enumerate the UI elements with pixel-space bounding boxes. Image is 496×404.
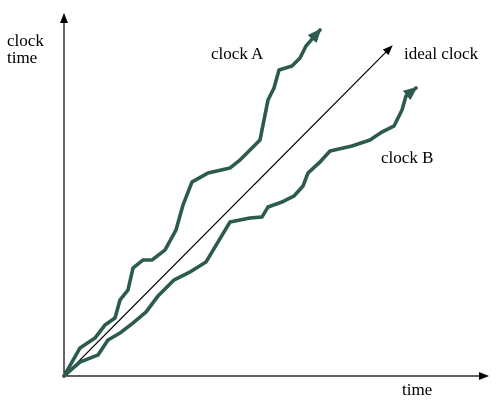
clock-a-label: clock A <box>211 44 264 63</box>
ideal-clock-line <box>63 45 393 377</box>
y-axis-label-line2: time <box>7 48 38 67</box>
clock-b-label: clock B <box>381 148 434 167</box>
x-axis-label: time <box>402 380 433 399</box>
ideal-clock-label: ideal clock <box>404 44 479 63</box>
clock-b-curve <box>62 86 418 378</box>
y-axis-label-line1: clock <box>7 31 44 50</box>
clock-a-curve <box>62 28 322 378</box>
